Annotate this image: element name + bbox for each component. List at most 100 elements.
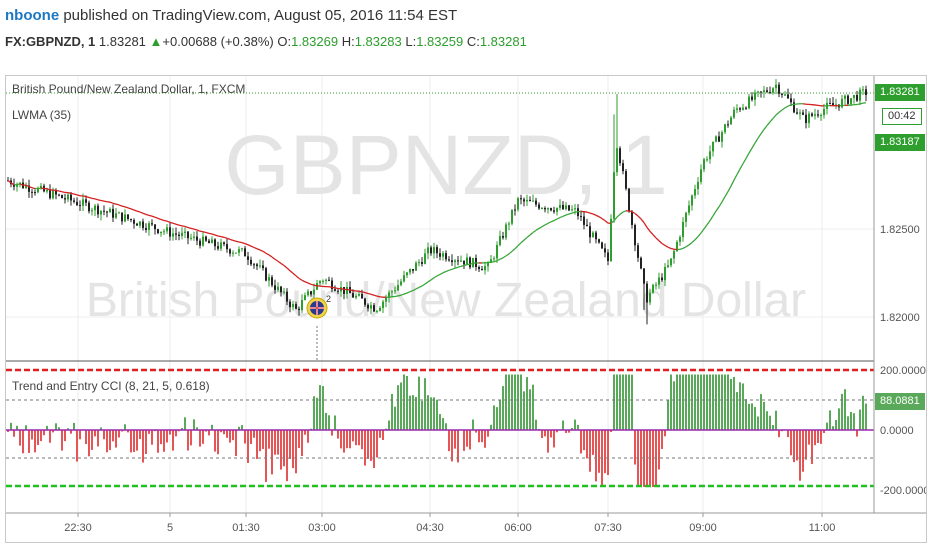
time-tick-label: 03:00 xyxy=(308,522,336,534)
high-label: H: xyxy=(341,34,355,49)
price-axis[interactable]: 1.82000 1.82500 200.0000 0.0000 -200.0000 xyxy=(880,224,926,497)
lwma-segment xyxy=(163,219,168,222)
lwma-segment xyxy=(28,186,33,189)
candle-body xyxy=(772,88,774,93)
time-axis[interactable]: 22:30 5 01:30 03:00 04:30 06:00 07:30 09:00 11:0… xyxy=(64,513,835,534)
candle-body xyxy=(499,236,501,245)
candle-body xyxy=(715,136,717,142)
cci-bar xyxy=(652,430,654,487)
candle-body xyxy=(220,242,222,249)
candle-body xyxy=(505,224,507,238)
lwma-segment xyxy=(628,210,633,213)
lwma-segment xyxy=(154,216,159,220)
cci-bar xyxy=(730,378,732,430)
candle-body xyxy=(532,200,534,202)
lwma-segment xyxy=(124,206,129,209)
cci-bar xyxy=(712,374,714,430)
candle-body xyxy=(301,299,303,311)
cci-bar xyxy=(691,374,693,430)
lwma-segment xyxy=(622,210,627,213)
candle-body xyxy=(490,259,492,264)
lwma-segment xyxy=(451,267,456,270)
lwma-segment xyxy=(559,215,564,219)
candle-body xyxy=(550,208,552,211)
candle-body xyxy=(283,291,285,293)
lwma-segment xyxy=(667,246,672,250)
candle-body xyxy=(859,89,861,101)
cci-bar xyxy=(478,430,480,443)
candle-body xyxy=(754,92,756,100)
candle-body xyxy=(583,216,585,225)
candle-body xyxy=(736,108,738,110)
candle-body xyxy=(238,249,240,253)
cci-bar xyxy=(826,422,828,430)
candle-body xyxy=(79,205,81,207)
lwma-segment xyxy=(601,218,606,222)
lwma-segment xyxy=(502,255,507,259)
lwma-segment xyxy=(253,246,258,250)
lwma-segment xyxy=(397,294,402,297)
candle-body xyxy=(850,98,852,104)
cci-bar xyxy=(514,374,516,430)
lwma-segment xyxy=(550,219,555,223)
cci-bar xyxy=(304,430,306,435)
lwma-segment xyxy=(100,199,105,202)
cci-bar xyxy=(613,374,615,430)
candle-body xyxy=(376,310,378,312)
candle-body xyxy=(292,304,294,308)
cci-pane-title[interactable]: Trend and Entry CCI (8, 21, 5, 0.618) xyxy=(12,379,210,393)
candle-body xyxy=(679,237,681,242)
cci-bar xyxy=(808,430,810,445)
event-flag-icon[interactable] xyxy=(306,297,328,319)
lwma-segment xyxy=(511,248,516,252)
lwma-segment xyxy=(742,158,747,165)
chart-frame[interactable]: GBPNZD, 1 British Pound/New Zealand Doll… xyxy=(5,75,927,543)
lwma-legend[interactable]: LWMA (35) xyxy=(12,108,72,122)
lwma-segment xyxy=(694,236,699,241)
lwma-segment xyxy=(148,214,153,217)
symbol-name[interactable]: FX:GBPNZD, 1 xyxy=(5,34,96,49)
cci-bar xyxy=(694,374,696,430)
lwma-segment xyxy=(340,288,345,291)
lwma-segment xyxy=(46,188,51,191)
candle-body xyxy=(379,308,381,311)
lwma-segment xyxy=(304,281,309,284)
author-link[interactable]: nboone xyxy=(5,7,60,24)
candle-body xyxy=(700,169,702,182)
chart-canvas[interactable]: GBPNZD, 1 British Pound/New Zealand Doll… xyxy=(6,76,926,542)
candle-body xyxy=(280,286,282,293)
lwma-segment xyxy=(769,118,774,123)
cci-bar xyxy=(727,374,729,430)
lwma-segment xyxy=(433,275,438,279)
cci-bar xyxy=(193,419,195,430)
lwma-segment xyxy=(721,196,726,203)
candle-body xyxy=(142,221,144,228)
cci-bar xyxy=(505,374,507,430)
lwma-segment xyxy=(280,262,285,267)
candle-body xyxy=(64,198,66,200)
cci-bar xyxy=(481,430,483,443)
cci-bar xyxy=(583,430,585,451)
cci-bar xyxy=(160,430,162,445)
lwma-segment xyxy=(169,221,174,224)
low-value: 1.83259 xyxy=(416,34,464,49)
cci-bar xyxy=(280,430,282,470)
candle-body xyxy=(541,207,543,209)
cci-bar xyxy=(829,410,831,430)
cci-bar xyxy=(442,418,444,430)
cci-bar xyxy=(511,374,513,430)
cci-bar xyxy=(52,430,54,433)
lwma-segment xyxy=(454,266,459,269)
candle-body xyxy=(286,291,288,302)
cci-bar xyxy=(361,430,363,450)
candle-body xyxy=(853,94,855,99)
candle-body xyxy=(46,189,48,192)
cci-bar xyxy=(31,430,33,440)
candle-body xyxy=(121,212,123,222)
cci-bar xyxy=(388,420,390,430)
candle-body xyxy=(709,151,711,160)
lwma-segment xyxy=(778,109,783,113)
cci-bar xyxy=(301,430,303,457)
cci-bar xyxy=(76,430,78,462)
cci-bar xyxy=(802,430,804,472)
